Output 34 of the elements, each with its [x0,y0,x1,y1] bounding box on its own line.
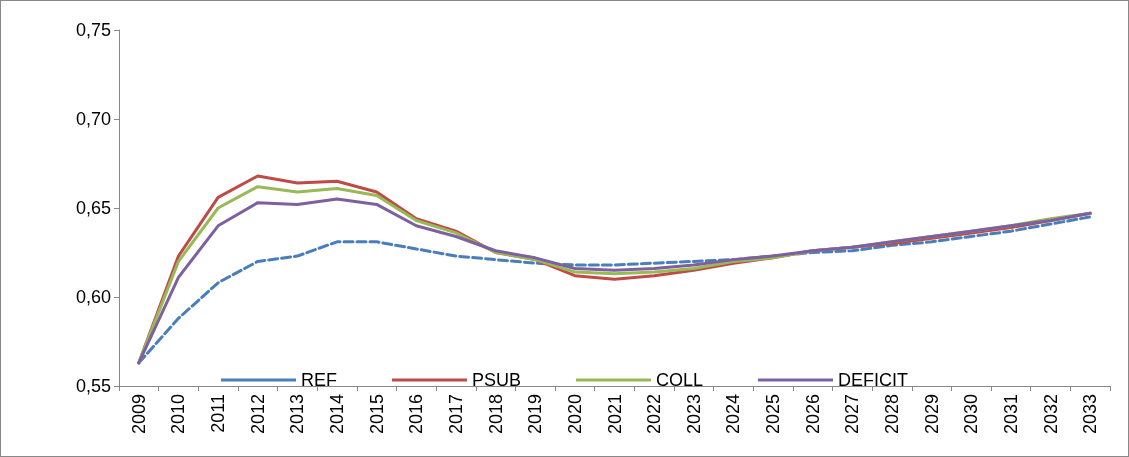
x-tick-label: 2031 [1000,394,1021,435]
x-tick-label: 2016 [406,394,427,435]
x-tick-label: 2014 [327,394,348,435]
legend-label: COLL [656,370,704,390]
x-tick-label: 2029 [921,394,942,435]
x-tick-label: 2028 [881,394,902,435]
x-tick-label: 2030 [961,394,982,435]
x-tick-label: 2021 [604,394,625,435]
x-tick-label: 2026 [802,394,823,435]
y-tick-label: 0,60 [75,287,111,307]
legend-label: DEFICIT [838,370,909,390]
y-tick-label: 0,65 [75,198,111,218]
x-tick-label: 2025 [763,394,784,435]
x-tick-label: 2012 [247,394,268,435]
legend-label: PSUB [471,370,522,390]
x-tick-label: 2022 [644,394,665,435]
x-tick-label: 2011 [208,394,229,433]
x-tick-label: 2024 [723,394,744,435]
x-tick-label: 2020 [564,394,585,435]
x-tick-label: 2033 [1080,394,1101,435]
x-tick-label: 2015 [366,394,387,435]
x-tick-label: 2019 [525,394,546,435]
y-tick-label: 0,75 [75,20,111,40]
legend-label: REF [300,370,337,390]
x-tick-label: 2009 [128,394,149,435]
y-tick-label: 0,70 [75,109,111,129]
x-tick-label: 2017 [445,394,466,435]
x-tick-label: 2032 [1040,394,1061,435]
x-tick-label: 2010 [168,394,189,435]
y-tick-label: 0,55 [75,376,111,396]
x-tick-label: 2013 [287,394,308,435]
x-tick-label: 2018 [485,394,506,435]
x-tick-label: 2027 [842,394,863,435]
x-tick-label: 2023 [683,394,704,435]
